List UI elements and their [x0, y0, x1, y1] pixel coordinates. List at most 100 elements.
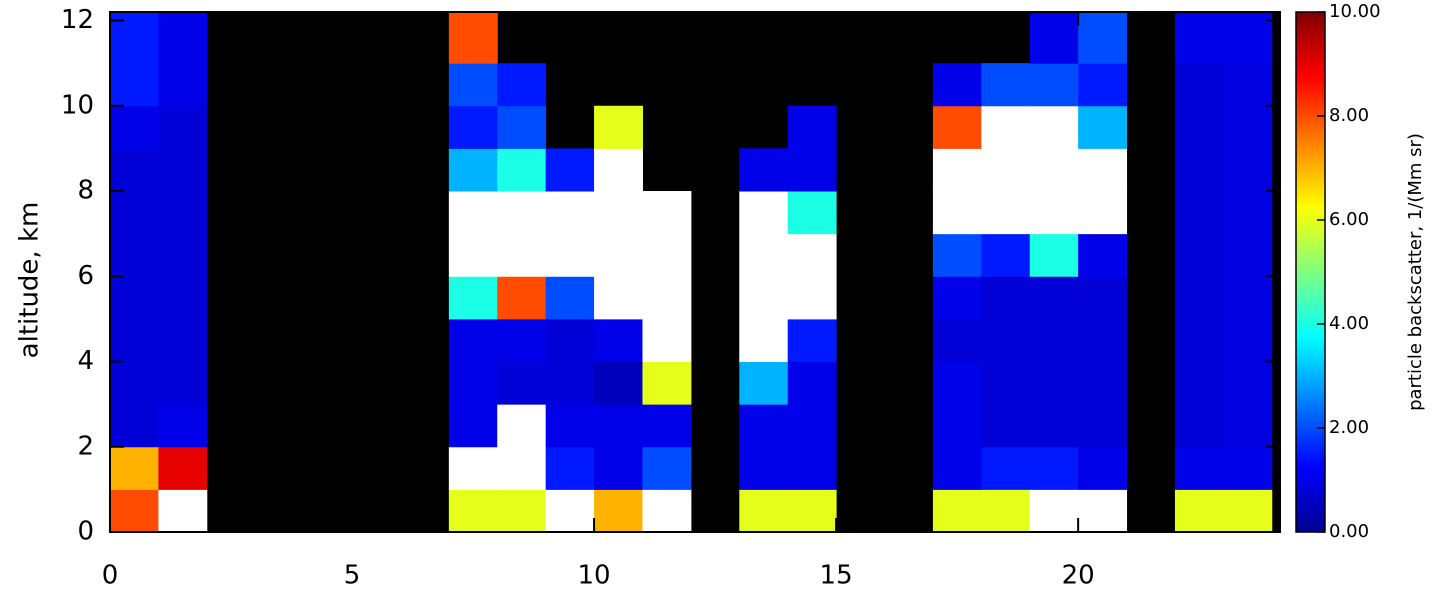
heat-cell — [981, 318, 1031, 363]
heat-cell — [594, 361, 643, 405]
heat-cell — [497, 361, 547, 405]
heat-cell — [110, 276, 159, 320]
heat-cell — [787, 318, 837, 363]
heat-cell — [1029, 276, 1079, 320]
y-tick-label: 4 — [77, 346, 94, 376]
heat-cell — [158, 233, 208, 277]
heat-cell — [932, 105, 982, 149]
colorbar-tick-label: 4.00 — [1329, 313, 1369, 334]
heat-cell — [1029, 446, 1079, 490]
heat-cell — [1029, 318, 1079, 363]
heat-cell — [497, 276, 547, 320]
heat-cell — [1078, 191, 1128, 235]
heat-cell — [110, 148, 159, 192]
heat-cell — [545, 233, 595, 277]
heat-cell — [1174, 233, 1224, 277]
heat-cell — [1029, 63, 1079, 107]
heat-cell — [1078, 233, 1128, 277]
heat-cell — [497, 489, 547, 533]
heat-cell — [787, 233, 837, 277]
colorbar-tick-label: 2.00 — [1329, 417, 1369, 438]
heat-cell — [787, 276, 837, 320]
heat-cell — [932, 148, 982, 192]
heat-cell — [642, 446, 692, 490]
heat-cell — [1078, 404, 1128, 448]
colorbar — [1295, 11, 1326, 533]
heat-cell — [1223, 446, 1273, 490]
heat-cell — [448, 191, 498, 235]
heat-cell — [1029, 233, 1079, 277]
heat-cell — [448, 318, 498, 363]
heat-cell — [448, 446, 498, 490]
heat-cell — [1174, 276, 1224, 320]
heat-cell — [545, 446, 595, 490]
heat-cell — [158, 105, 208, 149]
heat-cell — [1078, 12, 1128, 64]
heat-cell — [1029, 12, 1079, 64]
heat-cell — [158, 404, 208, 448]
heat-cell — [594, 233, 643, 277]
heat-cell — [497, 318, 547, 363]
heat-cell — [448, 233, 498, 277]
y-tick-label: 2 — [77, 431, 94, 461]
heat-cell — [932, 489, 982, 533]
heat-cell — [1029, 489, 1079, 533]
heat-cell — [158, 276, 208, 320]
heat-cell — [158, 361, 208, 405]
heat-cell — [110, 318, 159, 363]
heat-cell — [497, 233, 547, 277]
heat-cell — [545, 276, 595, 320]
heat-cell — [1223, 12, 1273, 64]
heat-cell — [497, 105, 547, 149]
heat-cell — [594, 191, 643, 235]
heat-cell — [642, 404, 692, 448]
heat-cell — [739, 191, 789, 235]
heat-cell — [1029, 191, 1079, 235]
heat-cell — [1223, 148, 1273, 192]
heat-cell — [787, 489, 837, 533]
heat-cell — [545, 489, 595, 533]
heat-cell — [787, 191, 837, 235]
heat-cell — [1223, 233, 1273, 277]
heat-cell — [1223, 276, 1273, 320]
heat-cell — [1078, 63, 1128, 107]
heat-cell — [642, 489, 692, 533]
heat-cell — [787, 446, 837, 490]
heat-cell — [932, 318, 982, 363]
heat-cell — [739, 361, 789, 405]
heat-cell — [1174, 361, 1224, 405]
heat-cell — [981, 148, 1031, 192]
heat-cell — [1078, 105, 1128, 149]
heat-cell — [1174, 105, 1224, 149]
heat-cell — [448, 276, 498, 320]
heat-cell — [110, 489, 159, 533]
heat-cell — [1223, 191, 1273, 235]
heat-cell — [932, 191, 982, 235]
heat-cell — [448, 148, 498, 192]
heat-cell — [642, 318, 692, 363]
colorbar-label: particle backscatter, 1/(Mm sr) — [1405, 133, 1426, 411]
heat-cell — [545, 148, 595, 192]
heat-cell — [1078, 446, 1128, 490]
x-tick-label: 15 — [820, 561, 853, 591]
colorbar-tick-label: 6.00 — [1329, 209, 1369, 230]
heat-cell — [1174, 318, 1224, 363]
heat-cell — [932, 404, 982, 448]
heat-cell — [594, 404, 643, 448]
y-tick-label: 8 — [77, 176, 94, 206]
heat-cell — [1078, 148, 1128, 192]
heat-cell — [642, 233, 692, 277]
heat-cell — [1029, 105, 1079, 149]
heat-cell — [787, 105, 837, 149]
heat-cell — [1174, 446, 1224, 490]
heat-cell — [497, 446, 547, 490]
heat-cell — [1223, 63, 1273, 107]
heat-cell — [981, 233, 1031, 277]
heat-cell — [1223, 489, 1273, 533]
heat-cell — [158, 63, 208, 107]
heat-cell — [981, 105, 1031, 149]
heat-cell — [981, 361, 1031, 405]
heat-cell — [448, 12, 498, 64]
heat-cell — [497, 63, 547, 107]
